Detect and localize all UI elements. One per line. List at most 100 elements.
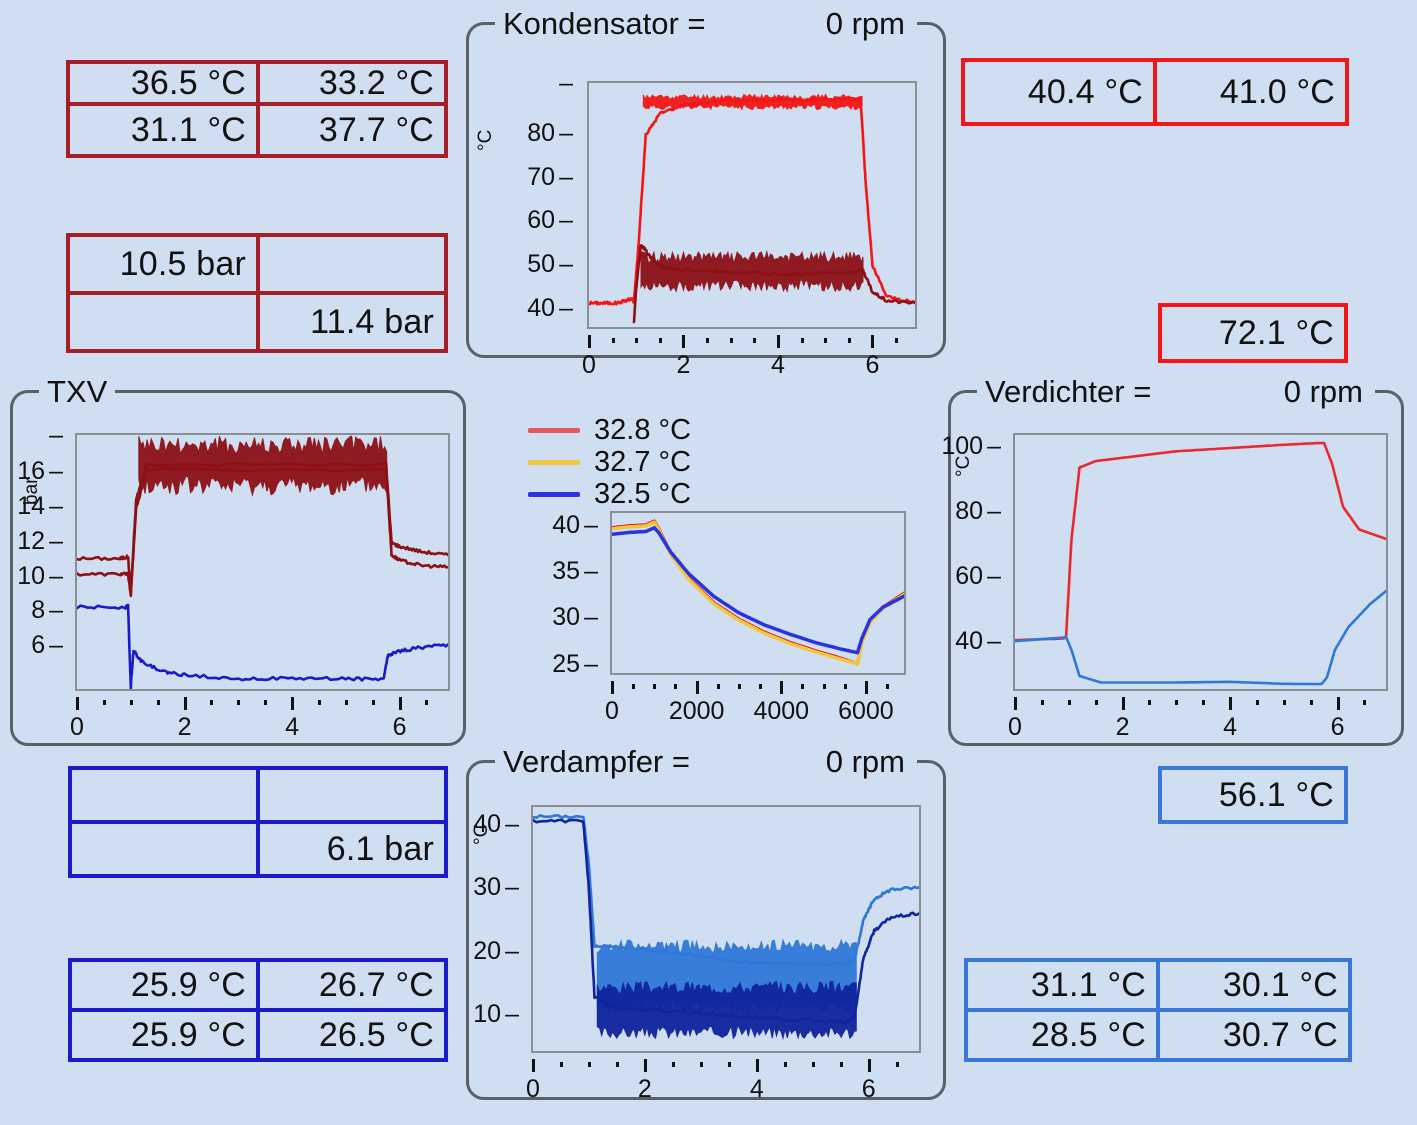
plot-frame — [587, 81, 917, 329]
value-cell[interactable]: 36.5 °C — [66, 60, 260, 106]
bottom-right-single-temperature: 56.1 °C — [1158, 766, 1348, 824]
y-axis-tick-label: 80 — [493, 119, 573, 148]
chart-traces — [77, 435, 448, 689]
value-cell[interactable]: 30.7 °C — [1156, 1008, 1352, 1062]
x-axis-minor-tick — [699, 1062, 703, 1067]
x-axis-minor-tick — [886, 684, 890, 689]
y-axis-tick-label: 100 — [921, 432, 1001, 461]
x-axis-minor-tick — [671, 1062, 675, 1067]
legend-label: 32.8 °C — [594, 413, 692, 446]
x-axis-minor-tick — [1363, 700, 1367, 705]
x-axis-minor-tick — [615, 1062, 619, 1067]
y-axis-tick-label: 12 — [0, 527, 63, 556]
table-row: 72.1 °C — [1158, 303, 1348, 363]
bottom-left-pressure-grid: 6.1 bar — [68, 766, 448, 878]
x-axis-minor-tick — [727, 1062, 731, 1067]
panel-title-value: 0 rpm — [825, 6, 905, 41]
center-legend: 32.8 °C 32.7 °C 32.5 °C — [528, 414, 691, 510]
value-cell[interactable]: 56.1 °C — [1158, 766, 1348, 824]
y-axis-tick-label: 8 — [0, 596, 63, 625]
y-axis-unit-label: °C — [953, 455, 974, 477]
value-cell-empty[interactable] — [68, 766, 260, 824]
chart-traces — [589, 93, 915, 324]
legend-line-swatch — [528, 491, 580, 497]
y-axis-tick-label: 25 — [518, 650, 598, 679]
x-axis-tick-label: 6 — [861, 1075, 876, 1103]
top-left-temperature-grid: 36.5 °C 33.2 °C 31.1 °C 37.7 °C — [66, 60, 448, 158]
x-axis-minor-tick — [737, 684, 741, 689]
x-axis-minor-tick — [611, 338, 615, 343]
y-axis-tick-label: 40 — [439, 810, 519, 839]
value-cell[interactable]: 10.5 bar — [66, 233, 260, 295]
plot-txv[interactable]: 6810121416bar0246 — [13, 393, 469, 749]
value-cell[interactable]: 11.4 bar — [256, 291, 448, 353]
plot-center-temps[interactable]: 253035400200040006000 — [528, 505, 908, 725]
panel-kondensator-title: Kondensator = 0 rpm — [495, 5, 917, 43]
x-axis-minor-tick — [1202, 700, 1206, 705]
value-cell[interactable]: 72.1 °C — [1158, 303, 1348, 363]
plot-kondensator[interactable]: 40 50 60 70 80°C 0 2 4 6 — [469, 25, 949, 379]
plot-frame — [531, 805, 921, 1053]
y-axis-tick-label: 40 — [921, 627, 1001, 656]
value-cell-empty[interactable] — [256, 766, 448, 824]
legend-label: 32.7 °C — [594, 445, 692, 478]
value-cell-empty[interactable] — [66, 291, 260, 353]
x-axis-tick-mark — [76, 697, 79, 710]
value-cell-empty[interactable] — [256, 233, 448, 295]
value-cell[interactable]: 26.5 °C — [256, 1008, 448, 1062]
x-axis-tick-label: 6 — [1330, 713, 1345, 741]
x-axis-tick-mark — [755, 1059, 759, 1072]
x-axis-tick-mark — [780, 681, 784, 694]
value-cell[interactable]: 28.5 °C — [964, 1008, 1160, 1062]
panel-verdichter-title: Verdichter = 0 rpm — [977, 373, 1375, 411]
x-axis-tick-label: 0 — [70, 713, 84, 741]
x-axis-tick-mark — [183, 697, 187, 710]
value-cell-empty[interactable] — [68, 820, 260, 878]
x-axis-tick-label: 0 — [582, 351, 596, 379]
value-cell[interactable]: 37.7 °C — [256, 102, 448, 158]
x-axis-tick-label: 2 — [177, 713, 192, 741]
value-cell[interactable]: 25.9 °C — [68, 958, 260, 1012]
panel-title-text: Verdampfer = — [503, 744, 690, 779]
panel-title-value: 0 rpm — [825, 744, 905, 779]
table-row: 36.5 °C 33.2 °C — [66, 60, 448, 106]
x-axis-minor-tick — [1094, 700, 1098, 705]
legend-entry: 32.5 °C — [528, 478, 691, 510]
x-axis-minor-tick — [632, 684, 636, 689]
chart-traces — [612, 519, 904, 666]
y-axis-tick-label: 30 — [439, 873, 519, 902]
value-cell[interactable]: 33.2 °C — [256, 60, 448, 106]
value-cell[interactable]: 40.4 °C — [961, 58, 1157, 126]
y-axis-tick-label: 6 — [0, 631, 63, 660]
x-axis-minor-tick — [102, 700, 106, 705]
x-axis-tick-mark — [871, 335, 875, 348]
x-axis-minor-tick — [237, 700, 241, 705]
x-axis-minor-tick — [344, 700, 348, 705]
value-cell[interactable]: 6.1 bar — [256, 820, 448, 878]
y-axis-tick-label: 20 — [439, 937, 519, 966]
right-single-temperature: 72.1 °C — [1158, 303, 1348, 363]
value-cell[interactable]: 25.9 °C — [68, 1008, 260, 1062]
x-axis-minor-tick — [264, 700, 268, 705]
legend-entry: 32.7 °C — [528, 446, 691, 478]
value-cell[interactable]: 41.0 °C — [1153, 58, 1349, 126]
y-axis-tick-label: 40 — [518, 511, 598, 540]
value-cell[interactable]: 26.7 °C — [256, 958, 448, 1012]
panel-title-text: Verdichter = — [985, 374, 1152, 409]
legend-entry: 32.8 °C — [528, 414, 691, 446]
chart-traces — [1015, 441, 1386, 686]
x-axis-minor-tick — [783, 1062, 787, 1067]
x-axis-minor-tick — [759, 684, 763, 689]
value-cell[interactable]: 30.1 °C — [1156, 958, 1352, 1012]
x-axis-tick-label: 0 — [1008, 713, 1022, 741]
x-axis-tick-mark — [532, 1059, 535, 1072]
x-axis-tick-label: 2 — [637, 1075, 652, 1103]
plot-frame — [610, 511, 906, 675]
legend-label: 32.5 °C — [594, 477, 692, 510]
bottom-right-temperature-grid: 31.1 °C 30.1 °C 28.5 °C 30.7 °C — [964, 958, 1352, 1062]
value-cell[interactable]: 31.1 °C — [66, 102, 260, 158]
x-axis-tick-label: 4 — [749, 1075, 764, 1103]
value-cell[interactable]: 31.1 °C — [964, 958, 1160, 1012]
